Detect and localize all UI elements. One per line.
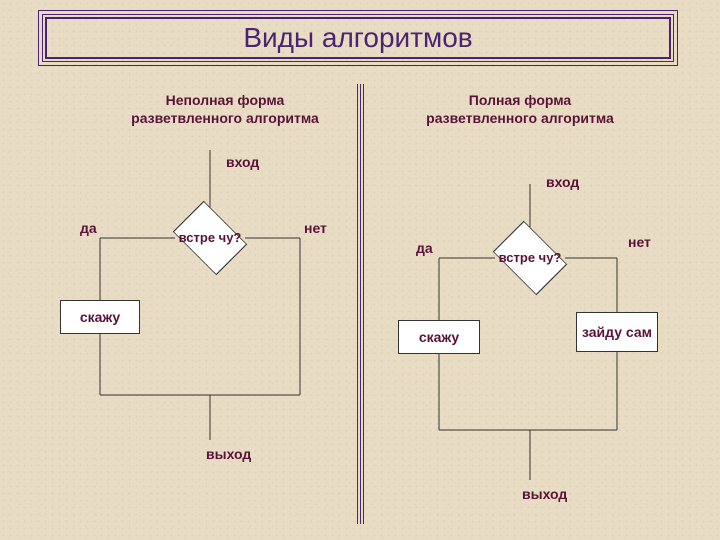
right-yes-label: да	[416, 240, 433, 256]
right-subtitle: Полная форма разветвленного алгоритма	[400, 92, 640, 127]
left-decision: встре чу?	[175, 210, 245, 266]
left-action-text: скажу	[80, 310, 120, 325]
right-exit-label: выход	[522, 486, 567, 502]
left-no-label: нет	[304, 220, 327, 236]
title-frame-innermost: Виды алгоритмов	[45, 17, 671, 59]
right-action-left-text: скажу	[419, 330, 459, 345]
vertical-divider	[357, 84, 364, 524]
left-flowchart: вход да нет выход встре чу? скажу	[50, 150, 350, 470]
right-subtitle-line2: разветвленного алгоритма	[426, 110, 614, 126]
left-action-box: скажу	[60, 300, 140, 334]
left-decision-text: встре чу?	[175, 210, 245, 266]
right-action-right-text: зайду сам	[582, 325, 652, 340]
left-subtitle-line1: Неполная форма	[166, 92, 285, 108]
right-decision-text: встре чу?	[495, 230, 565, 286]
left-exit-label: выход	[206, 446, 251, 462]
left-entry-label: вход	[226, 154, 259, 170]
title-frame: Виды алгоритмов	[38, 10, 678, 66]
right-action-right-box: зайду сам	[576, 312, 658, 352]
left-subtitle-line2: разветвленного алгоритма	[131, 110, 319, 126]
right-subtitle-line1: Полная форма	[469, 92, 571, 108]
right-decision: встре чу?	[495, 230, 565, 286]
left-yes-label: да	[80, 220, 97, 236]
right-entry-label: вход	[546, 174, 579, 190]
page-title: Виды алгоритмов	[243, 22, 472, 54]
left-subtitle: Неполная форма разветвленного алгоритма	[120, 92, 330, 127]
right-no-label: нет	[628, 234, 651, 250]
right-action-left-box: скажу	[398, 320, 480, 354]
right-flowchart: вход да нет выход встре чу? скажу зайду …	[390, 180, 700, 510]
